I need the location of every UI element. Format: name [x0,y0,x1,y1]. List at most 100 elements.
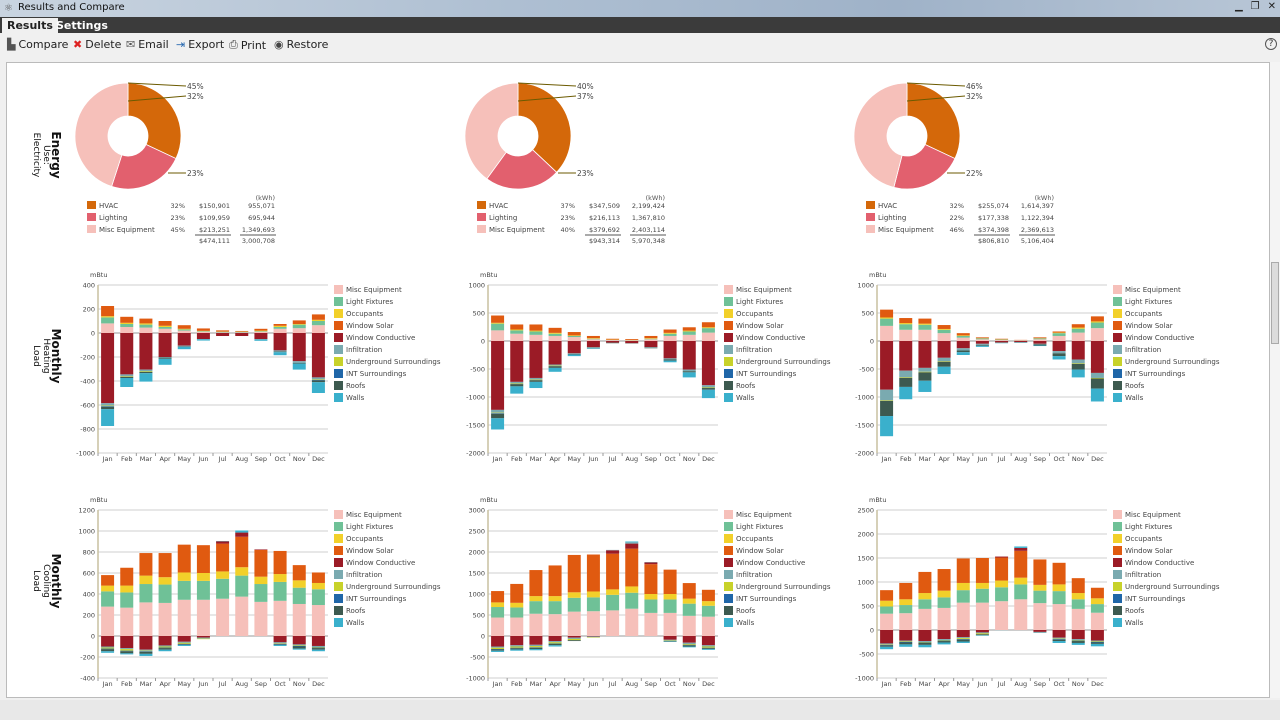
x-tick-label: Feb [121,455,133,463]
bar-segment [682,334,696,341]
restore-button[interactable]: ◉ Restore [274,38,328,51]
x-tick-label: Feb [121,680,133,688]
bar-segment [120,585,134,593]
bar-segment [682,642,696,644]
email-button[interactable]: ✉ Email [126,38,169,51]
y-tick-label: 1200 [78,507,95,515]
bar-segment [625,586,639,593]
bar-segment [177,346,191,347]
bar-segment [254,549,268,550]
delete-button[interactable]: ✖ Delete [73,38,121,51]
bar-segment [644,612,658,636]
bar-segment [101,306,115,317]
legend-label: Lighting [489,214,517,222]
legend-label: Roofs [346,382,366,390]
bar-segment [491,341,505,410]
bar-segment [510,583,524,603]
bar-segment [1090,341,1104,373]
legend-swatch [1113,369,1122,378]
legend-swatch [1113,534,1122,543]
legend-swatch [1113,570,1122,579]
bar-segment [529,381,543,389]
bar-segment [625,608,639,636]
bar-segment [899,644,913,647]
compare-button[interactable]: ▙ Compare [7,38,68,51]
bar-segment [548,364,562,366]
x-tick-label: May [178,455,192,463]
bar-segment [254,576,268,585]
bar-segment [995,338,1009,340]
y-axis-unit: mBtu [90,496,107,504]
bar-segment [548,642,562,644]
bar-segment [663,612,677,636]
bar-segment [139,553,153,576]
bar-segment [273,644,287,646]
bar-segment [311,649,325,652]
tab-results[interactable]: Results [2,18,58,33]
bar-segment [292,363,306,370]
bar-segment [216,541,230,544]
bar-segment [292,565,306,581]
y-tick-label: 1000 [468,591,485,599]
export-button[interactable]: ⇥ Export [176,38,224,51]
minimize-icon[interactable]: ▁ [1234,1,1243,12]
legend-label: Roofs [1125,607,1145,615]
bar-segment [139,636,153,650]
bar-segment [899,370,913,378]
bar-segment [1033,630,1047,632]
legend-swatch [334,345,343,354]
bar-segment [1071,359,1085,364]
legend-swatch [866,201,875,209]
bar-segment [1071,578,1085,594]
bar-segment [529,636,543,645]
y-tick-label: 1000 [468,282,485,290]
bar-segment [1033,584,1047,591]
bar-segment [101,333,115,404]
kwh-value: 1,349,693 [242,226,275,234]
bar-segment [529,613,543,636]
bar-segment [701,327,715,329]
bar-segment [311,382,325,393]
bar-segment [292,587,306,604]
pie-slice [486,149,558,190]
bar-segment [529,324,543,331]
bar-segment [196,573,210,581]
bar-segment [158,358,172,365]
bar-segment [196,545,210,573]
print-button[interactable]: ⎙ Print [229,38,266,52]
tab-settings[interactable]: Settings [56,19,108,32]
bar-segment [918,644,932,648]
y-tick-label: 600 [83,570,95,578]
bar-segment [701,332,715,341]
legend-label: INT Surroundings [736,370,797,378]
legend-label: Light Fixtures [346,298,394,306]
legend-swatch [334,546,343,555]
bar-segment [1052,604,1066,630]
bar-segment [548,601,562,615]
restore-window-icon[interactable]: ❐ [1250,1,1260,12]
kwh-value: 2,369,613 [1021,226,1054,234]
bar-segment [120,649,134,651]
y-tick-label: 3000 [468,507,485,515]
results-panel: Energy Use: Electricity Monthly Heating Load… [6,62,1270,698]
scrollbar-thumb[interactable] [1271,262,1279,344]
x-tick-label: Mar [530,680,543,688]
legend-swatch [724,333,733,342]
legend-swatch [724,546,733,555]
bar-segment [216,333,230,336]
close-icon[interactable]: ✕ [1267,1,1276,12]
bar-segment [956,335,970,338]
bar-segment [995,580,1009,588]
help-button[interactable]: ? [1265,38,1277,50]
bar-segment [701,387,715,389]
bar-segment [586,338,600,340]
legend-label: Walls [346,394,365,402]
bar-segment [254,339,268,340]
bar-segment [1033,343,1047,345]
bar-segment [899,341,913,371]
bar-segment [235,532,249,537]
vertical-scrollbar[interactable] [1270,62,1280,698]
tab-bar: Results Settings [0,17,1280,33]
y-tick-label: 500 [473,310,485,318]
bar-segment [273,350,287,352]
